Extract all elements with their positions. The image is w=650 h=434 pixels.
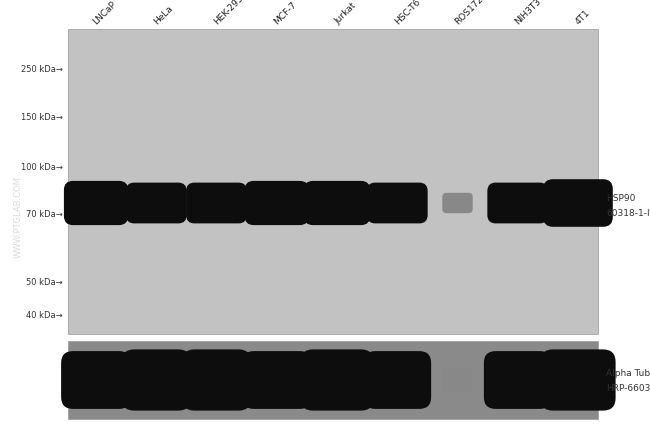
FancyBboxPatch shape <box>540 350 616 411</box>
Text: Alpha Tubulin: Alpha Tubulin <box>606 368 650 378</box>
FancyBboxPatch shape <box>442 194 473 214</box>
Bar <box>68 30 598 334</box>
FancyBboxPatch shape <box>182 350 251 411</box>
FancyBboxPatch shape <box>304 181 370 226</box>
FancyBboxPatch shape <box>543 180 613 227</box>
FancyBboxPatch shape <box>367 183 428 224</box>
Text: HEK-293: HEK-293 <box>212 0 245 26</box>
FancyBboxPatch shape <box>186 183 247 224</box>
FancyBboxPatch shape <box>122 350 191 411</box>
FancyBboxPatch shape <box>484 351 552 409</box>
Text: NIH3T3: NIH3T3 <box>514 0 543 26</box>
FancyBboxPatch shape <box>244 181 309 226</box>
FancyBboxPatch shape <box>126 183 187 224</box>
Text: HeLa: HeLa <box>152 3 174 26</box>
FancyBboxPatch shape <box>64 181 128 226</box>
Text: HRP-66031: HRP-66031 <box>606 384 650 393</box>
Text: 40 kDa→: 40 kDa→ <box>27 311 63 320</box>
FancyBboxPatch shape <box>300 350 374 411</box>
Text: 50 kDa→: 50 kDa→ <box>27 278 63 287</box>
Text: 70 kDa→: 70 kDa→ <box>26 210 63 219</box>
Text: 150 kDa→: 150 kDa→ <box>21 113 63 122</box>
Text: LNCaP: LNCaP <box>92 0 118 26</box>
Text: HSC-T6: HSC-T6 <box>393 0 422 26</box>
Text: WWW.PTGLAB.COM: WWW.PTGLAB.COM <box>14 176 23 257</box>
FancyBboxPatch shape <box>363 351 431 409</box>
FancyBboxPatch shape <box>242 351 311 409</box>
FancyBboxPatch shape <box>488 183 548 224</box>
Text: 100 kDa→: 100 kDa→ <box>21 163 63 172</box>
Text: MCF-7: MCF-7 <box>272 0 298 26</box>
Text: 250 kDa→: 250 kDa→ <box>21 66 63 74</box>
FancyBboxPatch shape <box>443 368 473 392</box>
FancyBboxPatch shape <box>61 351 131 409</box>
Bar <box>68 341 598 419</box>
Text: Jurkat: Jurkat <box>333 1 358 26</box>
Text: ROS1728: ROS1728 <box>453 0 489 26</box>
Text: 4T1: 4T1 <box>574 8 592 26</box>
Text: HSP90: HSP90 <box>606 194 636 203</box>
Text: 60318-1-Ig: 60318-1-Ig <box>606 209 650 218</box>
